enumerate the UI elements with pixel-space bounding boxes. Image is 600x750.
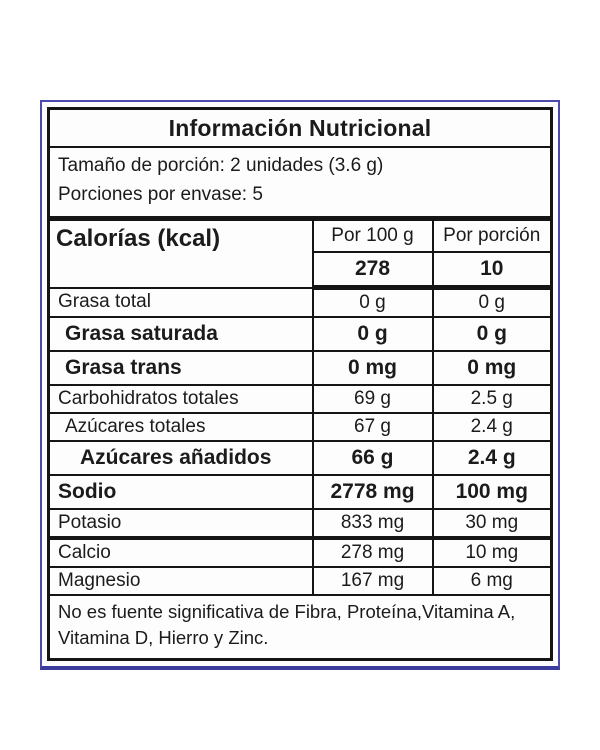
nutrient-per-100g: 0 g	[311, 316, 434, 352]
nutrient-row-potasio: Potasio 833 mg 30 mg	[49, 508, 551, 539]
nutrient-per-portion: 0 g	[431, 286, 551, 318]
nutrient-name: Grasa total	[49, 286, 314, 318]
label-title: Información Nutricional	[50, 110, 550, 148]
nutrient-per-100g: 833 mg	[311, 508, 434, 539]
calories-header-row: Calorías (kcal) Por 100 g Por porción	[49, 220, 551, 289]
nutrient-row-sodio: Sodio 2778 mg 100 mg	[49, 474, 551, 510]
nutrient-per-100g: 67 g	[311, 412, 434, 442]
nutrient-name: Calcio	[49, 536, 314, 568]
nutrient-per-100g: 0 mg	[311, 350, 434, 386]
nutrient-row-grasa-saturada: Grasa saturada 0 g 0 g	[49, 316, 551, 352]
nutrient-per-portion: 0 mg	[431, 350, 551, 386]
calories-values-row: 278 10	[50, 251, 551, 290]
nutrient-per-portion: 100 mg	[431, 474, 551, 510]
nutrient-name: Azúcares totales	[49, 412, 314, 442]
nutrition-label-box: Información Nutricional Tamaño de porció…	[47, 107, 553, 661]
nutrient-per-portion: 6 mg	[431, 566, 551, 595]
serving-info: Tamaño de porción: 2 unidades (3.6 g) Po…	[50, 148, 550, 221]
nutrient-per-portion: 2.4 g	[431, 440, 551, 476]
nutrient-name: Azúcares añadidos	[49, 440, 314, 476]
nutrient-per-portion: 2.5 g	[431, 384, 551, 414]
calories-per-portion-value: 10	[431, 251, 551, 290]
nutrient-per-100g: 66 g	[311, 440, 434, 476]
nutrient-per-100g: 0 g	[311, 286, 434, 318]
nutrient-per-portion: 0 g	[431, 316, 551, 352]
nutrition-label-frame: Información Nutricional Tamaño de porció…	[40, 100, 560, 670]
nutrient-name: Carbohidratos totales	[49, 384, 314, 414]
servings-per-container-text: Porciones por envase: 5	[58, 183, 263, 205]
nutrient-name: Grasa trans	[49, 350, 314, 386]
calories-label: Calorías (kcal)	[49, 220, 314, 289]
nutrient-row-grasa-trans: Grasa trans 0 mg 0 mg	[49, 350, 551, 386]
nutrient-per-portion: 2.4 g	[431, 412, 551, 442]
nutrient-per-100g: 2778 mg	[311, 474, 434, 510]
insignificant-sources-footnote: No es fuente significativa de Fibra, Pro…	[50, 594, 550, 658]
serving-size-text: Tamaño de porción: 2 unidades (3.6 g)	[58, 155, 384, 176]
nutrient-per-portion: 10 mg	[431, 536, 551, 568]
nutrient-row-azucares-totales: Azúcares totales 67 g 2.4 g	[49, 412, 551, 442]
column-header-per-portion: Por porción	[431, 220, 551, 253]
nutrient-row-magnesio: Magnesio 167 mg 6 mg	[49, 566, 551, 595]
nutrient-row-carbohidratos: Carbohidratos totales 69 g 2.5 g	[49, 384, 551, 414]
nutrient-name: Magnesio	[49, 566, 314, 595]
nutrient-row-grasa-total: Grasa total 0 g 0 g	[49, 286, 551, 318]
nutrient-per-100g: 278 mg	[311, 536, 434, 568]
nutrient-name: Grasa saturada	[49, 316, 314, 352]
column-header-per-100g: Por 100 g	[311, 220, 434, 253]
nutrient-per-100g: 167 mg	[311, 566, 434, 595]
nutrient-row-azucares-anadidos: Azúcares añadidos 66 g 2.4 g	[49, 440, 551, 476]
nutrient-name: Sodio	[49, 474, 314, 510]
calories-per-100g-value: 278	[311, 251, 434, 290]
nutrient-per-portion: 30 mg	[431, 508, 551, 539]
nutrient-per-100g: 69 g	[311, 384, 434, 414]
nutrient-name: Potasio	[49, 508, 314, 539]
nutrition-table: Calorías (kcal) Por 100 g Por porción 27…	[49, 220, 551, 595]
nutrient-row-calcio: Calcio 278 mg 10 mg	[49, 536, 551, 568]
